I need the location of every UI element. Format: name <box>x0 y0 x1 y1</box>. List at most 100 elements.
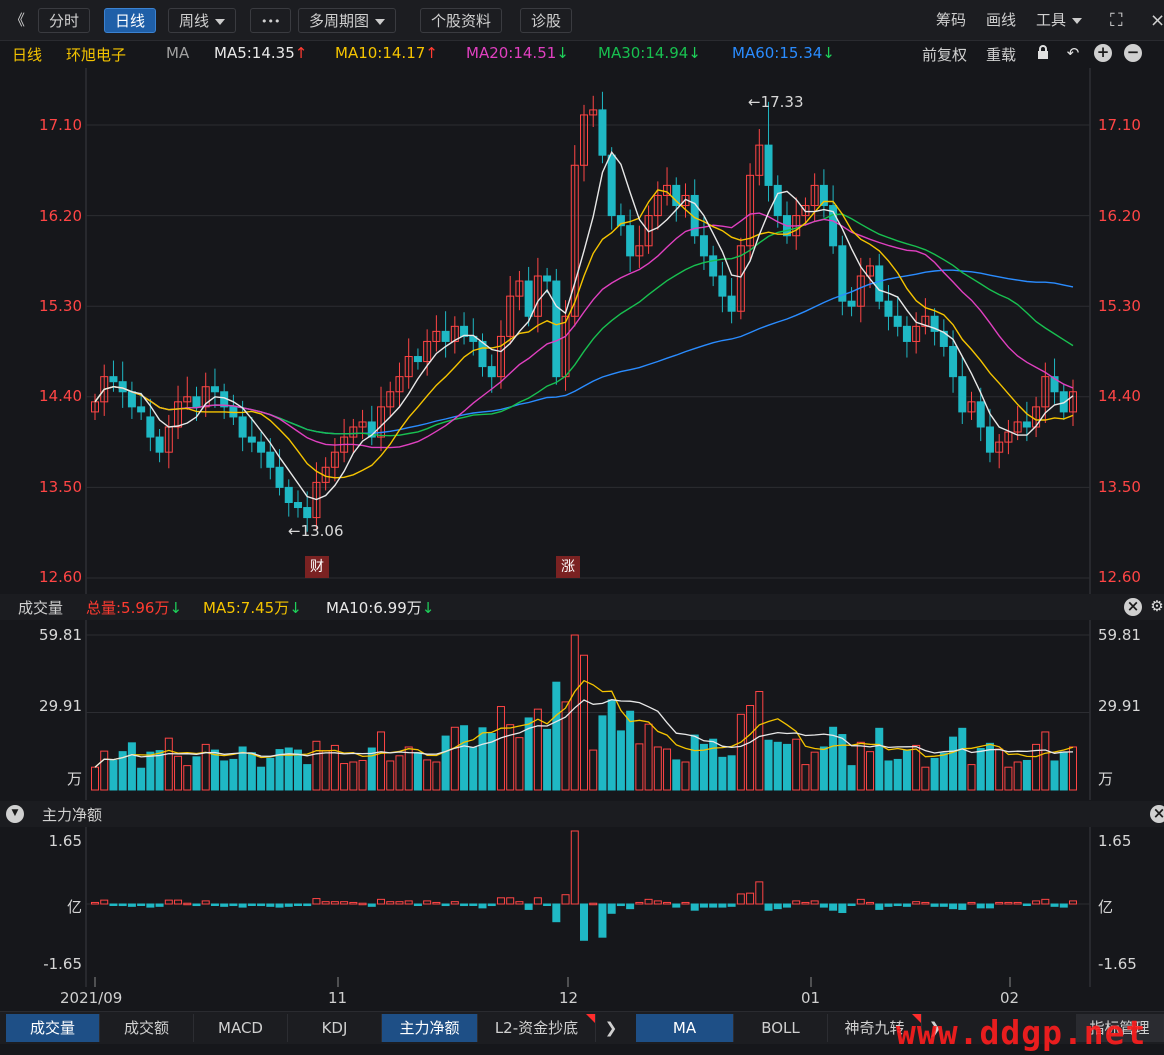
capital-bar <box>939 903 948 907</box>
tab-zhouxian[interactable]: 周线 <box>168 8 237 33</box>
candle-body <box>284 486 293 503</box>
capital-tick-right: 1.65 <box>1098 832 1132 850</box>
capital-bar <box>746 892 755 905</box>
volume-bar <box>349 761 358 791</box>
price-tick: 12.60 <box>39 568 82 586</box>
volume-bar <box>303 764 312 791</box>
tab-fenshi[interactable]: 分时 <box>38 8 91 33</box>
candle-body <box>450 325 459 342</box>
capital-bar <box>137 903 146 906</box>
volume-bar <box>644 723 653 791</box>
candle-body <box>137 406 146 413</box>
capital-flow-chart[interactable] <box>0 827 1164 987</box>
capital-bar <box>949 903 958 910</box>
capital-bar <box>921 901 930 905</box>
candle-body <box>127 391 136 408</box>
chevron-right-icon[interactable]: ❯ <box>928 1019 942 1037</box>
undo-icon[interactable]: ↶ <box>1066 44 1080 62</box>
volume-title[interactable]: 成交量 <box>18 599 64 617</box>
close-icon[interactable]: ⨯ <box>1150 10 1164 31</box>
capital-bar <box>718 903 727 908</box>
price-chart[interactable] <box>0 68 1164 596</box>
candle-body <box>413 356 422 363</box>
tab-kdj[interactable]: KDJ <box>288 1014 382 1042</box>
stock-info-button[interactable]: 个股资料 <box>420 8 503 33</box>
arrow-down-icon: ↓ <box>289 599 302 617</box>
close-panel-icon[interactable]: × <box>1150 805 1164 823</box>
tab-td-nine[interactable]: 神奇九转 <box>828 1014 922 1042</box>
candle-body <box>580 114 588 166</box>
volume-tick-right: 29.91 <box>1098 697 1141 715</box>
volume-bar <box>589 749 598 791</box>
indicator-manage-button[interactable]: 指标管理 <box>1076 1014 1164 1042</box>
volume-bar <box>441 735 450 791</box>
draw-line-button[interactable]: 画线 <box>986 11 1017 29</box>
volume-bar <box>930 757 939 791</box>
volume-bar <box>856 741 865 791</box>
earnings-badge[interactable]: 财 <box>305 556 329 578</box>
double-chevron-left-icon[interactable]: 《 <box>10 11 26 29</box>
reload-button[interactable]: 重载 <box>986 46 1017 64</box>
tab-macd[interactable]: MACD <box>194 1014 288 1042</box>
volume-bar <box>192 756 201 791</box>
chips-button[interactable]: 筹码 <box>936 11 967 29</box>
volume-chart[interactable] <box>0 620 1164 800</box>
capital-bar <box>616 903 625 907</box>
tab-boll[interactable]: BOLL <box>734 1014 828 1042</box>
adjust-button[interactable]: 前复权 <box>922 46 968 64</box>
candle-body <box>653 194 662 217</box>
capital-title[interactable]: 主力净额 <box>42 806 103 824</box>
capital-bar <box>884 903 893 907</box>
capital-bar <box>496 897 505 905</box>
more-icon[interactable]: ••• <box>250 8 292 33</box>
tab-l2-bottom[interactable]: L2-资金抄底 <box>478 1014 596 1042</box>
volume-bar <box>358 759 367 791</box>
diagnose-button[interactable]: 诊股 <box>520 8 573 33</box>
tools-button[interactable]: 工具 <box>1036 8 1083 33</box>
capital-header: ▼ 主力净额 × <box>0 801 1164 827</box>
tab-rixian[interactable]: 日线 <box>104 8 157 33</box>
multi-period-button[interactable]: 多周期图 <box>298 8 397 33</box>
date-tick: 11 <box>328 989 348 1007</box>
capital-bar <box>395 901 404 905</box>
capital-bar <box>967 901 976 905</box>
volume-bar <box>1032 743 1041 791</box>
candle-body <box>552 280 561 378</box>
price-tick-right: 16.20 <box>1098 207 1141 225</box>
candle-body <box>995 441 1004 453</box>
volume-total: 总量:5.96万↓ <box>86 597 182 618</box>
volume-bar <box>838 734 847 791</box>
volume-bar <box>570 634 579 791</box>
candle-body <box>432 330 441 342</box>
chevron-right-icon[interactable]: ❯ <box>604 1019 618 1037</box>
zoom-out-icon[interactable]: − <box>1124 44 1142 62</box>
tab-turnover[interactable]: 成交额 <box>100 1014 194 1042</box>
volume-bar <box>1013 761 1022 791</box>
volume-bar <box>137 767 146 791</box>
candle-body <box>257 441 266 453</box>
candle-body <box>976 401 985 428</box>
tab-capital-flow[interactable]: 主力净额 <box>382 1014 478 1042</box>
capital-bar <box>690 903 699 911</box>
limit-up-badge[interactable]: 涨 <box>556 556 580 578</box>
candle-body <box>930 315 939 332</box>
ma-label[interactable]: MA <box>166 44 190 62</box>
collapse-icon[interactable]: ▼ <box>6 805 24 823</box>
capital-bar <box>607 903 616 914</box>
fullscreen-icon[interactable]: ⛶ <box>1110 10 1123 31</box>
volume-tick-right: 59.81 <box>1098 626 1141 644</box>
indicator-tabs: 成交量 成交额 MACD KDJ 主力净额 L2-资金抄底 ❯ MA BOLL … <box>0 1011 1164 1044</box>
gear-icon[interactable]: ⚙ <box>1150 597 1164 615</box>
close-panel-icon[interactable]: × <box>1124 598 1142 616</box>
tab-volume[interactable]: 成交量 <box>6 1014 100 1042</box>
capital-bar <box>653 900 662 905</box>
lock-icon[interactable] <box>1034 44 1052 62</box>
volume-bar <box>727 755 736 791</box>
tab-ma[interactable]: MA <box>636 1014 734 1042</box>
candle-body <box>247 436 256 443</box>
capital-bar <box>358 902 367 906</box>
volume-bar <box>229 758 238 791</box>
volume-bar <box>598 715 607 791</box>
zoom-in-icon[interactable]: + <box>1094 44 1112 62</box>
volume-bar <box>967 764 976 791</box>
